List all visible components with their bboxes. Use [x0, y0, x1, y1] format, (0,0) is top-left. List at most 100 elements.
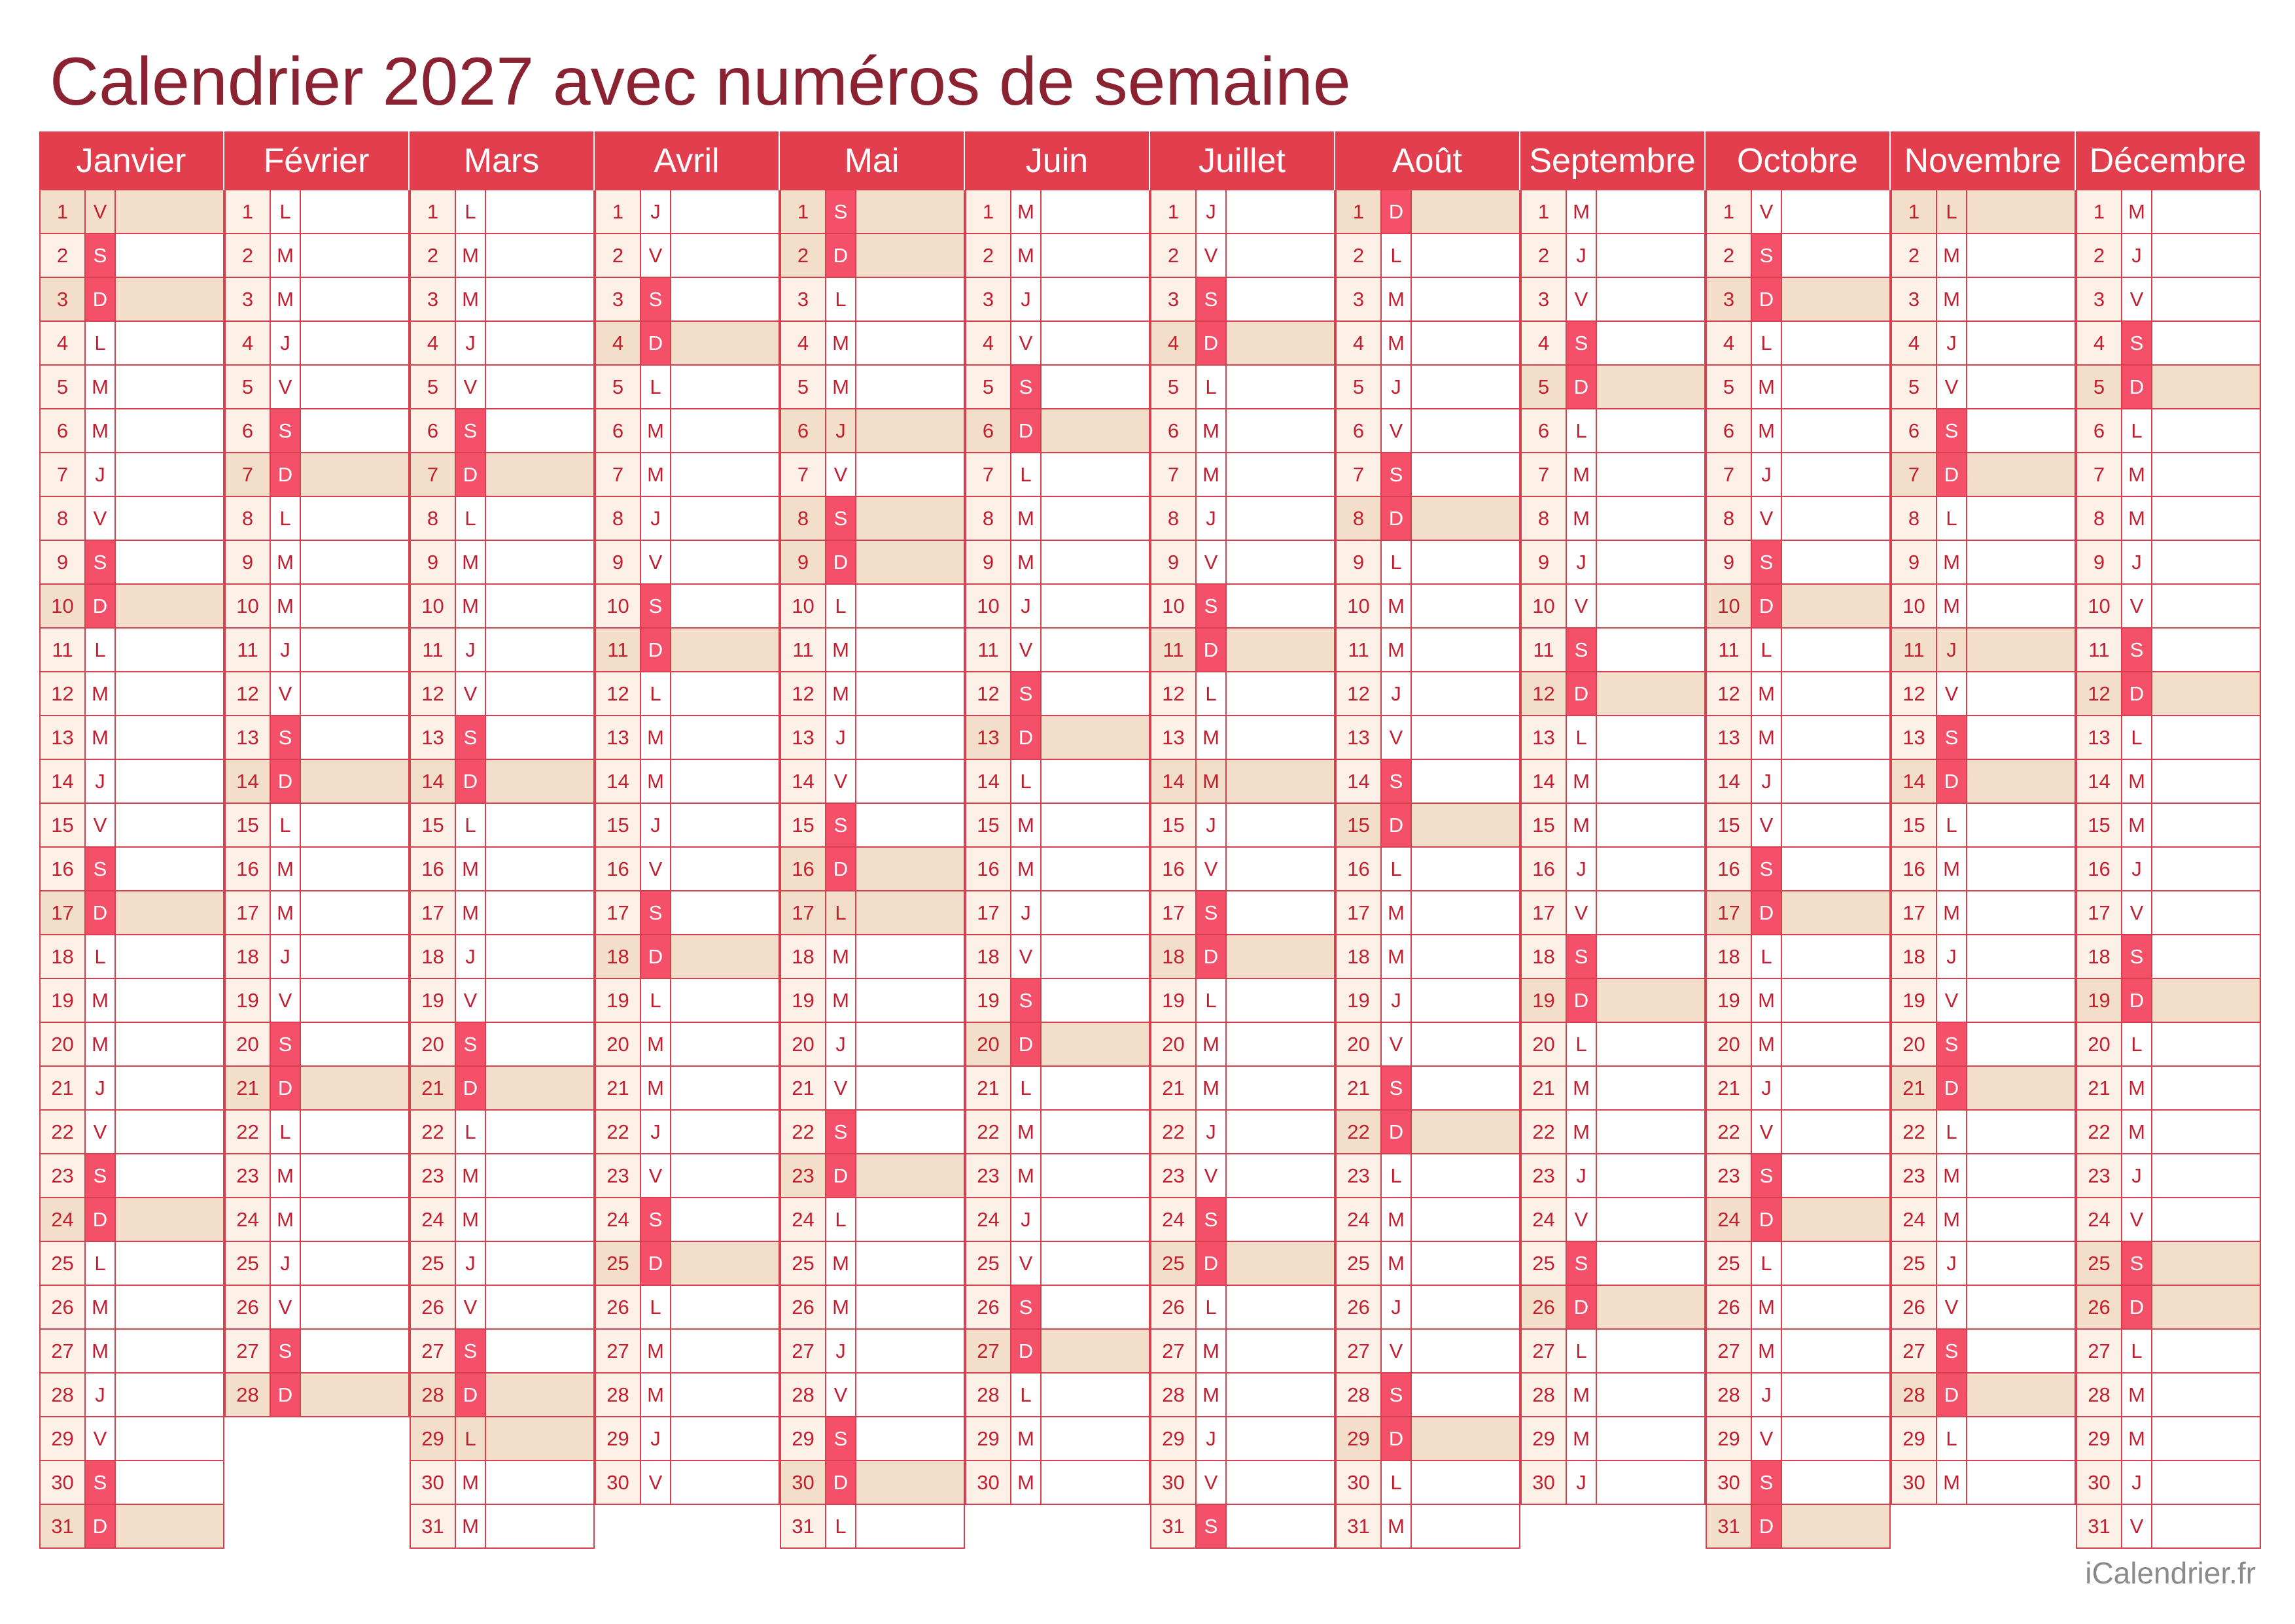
day-number: 9	[1707, 541, 1751, 583]
weekday-letter: D	[1566, 366, 1597, 408]
weekday-letter: D	[1380, 804, 1412, 846]
weekday-letter: L	[1195, 979, 1227, 1022]
day-number: 18	[1522, 935, 1566, 978]
month-header: Septembre	[1520, 131, 1706, 190]
weekday-letter: S	[1010, 1286, 1042, 1328]
day-number: 1	[1151, 190, 1195, 233]
day-number: 7	[1707, 453, 1751, 496]
weekday-letter: V	[640, 234, 671, 277]
weekday-letter: J	[640, 1417, 671, 1460]
day-row: 13 V	[1335, 716, 1520, 760]
day-number: 30	[1151, 1461, 1195, 1504]
month-column: Octobre 1 V 2 S 3 D 4 L 5 M 6 M 7 J 8 V 9 S 10 D 11 L 12 M 13 M 14 J…	[1706, 131, 1891, 1549]
weekday-letter: M	[1010, 234, 1042, 277]
weekday-letter: J	[1936, 1242, 1967, 1285]
day-row: 13 M	[39, 716, 224, 760]
day-row: 22 M	[2076, 1111, 2261, 1154]
day-row: 12 M	[1706, 672, 1891, 716]
day-row: 29 S	[780, 1417, 965, 1461]
weekday-letter: D	[1010, 1023, 1042, 1065]
day-number: 23	[226, 1154, 270, 1197]
day-row: 15 M	[1520, 804, 1706, 848]
day-number: 6	[1522, 409, 1566, 452]
day-number: 3	[596, 278, 640, 320]
weekday-letter: J	[84, 1373, 116, 1416]
day-number: 7	[1151, 453, 1195, 496]
day-number: 8	[1151, 497, 1195, 540]
day-number: 19	[596, 979, 640, 1022]
weekday-letter: V	[825, 760, 856, 803]
day-number: 14	[596, 760, 640, 803]
day-number: 3	[1892, 278, 1936, 320]
day-row: 24 D	[1706, 1198, 1891, 1242]
weekday-letter: J	[1566, 848, 1597, 890]
day-row: 30 D	[780, 1461, 965, 1505]
weekday-letter: M	[1380, 1505, 1412, 1547]
day-row: 21 J	[39, 1067, 224, 1111]
weekday-letter: M	[1566, 760, 1597, 803]
day-number: 2	[596, 234, 640, 277]
weekday-letter: V	[1195, 848, 1227, 890]
day-number: 11	[1522, 629, 1566, 671]
day-row: 23 S	[39, 1154, 224, 1198]
day-number: 23	[781, 1154, 825, 1197]
day-row: 12 D	[1520, 672, 1706, 716]
day-number: 15	[226, 804, 270, 846]
weekday-letter: L	[1936, 497, 1967, 540]
day-number: 10	[1151, 585, 1195, 627]
day-number: 2	[2077, 234, 2121, 277]
weekday-letter: L	[1195, 672, 1227, 715]
weekday-letter: L	[1380, 1461, 1412, 1504]
day-row: 18 D	[595, 935, 780, 979]
weekday-letter: L	[640, 979, 671, 1022]
day-row: 17 M	[1335, 891, 1520, 935]
day-row: 17 D	[1706, 891, 1891, 935]
day-number: 12	[966, 672, 1010, 715]
day-row: 15 V	[39, 804, 224, 848]
month-column: Novembre 1 L 2 M 3 M 4 J 5 V 6 S 7 D 8 L 9 M 10 M 11 J 12 V 13 S 14…	[1891, 131, 2076, 1546]
day-number: 3	[226, 278, 270, 320]
day-number: 14	[2077, 760, 2121, 803]
day-row: 23 L	[1335, 1154, 1520, 1198]
month-header: Août	[1335, 131, 1520, 190]
weekday-letter: M	[84, 366, 116, 408]
day-number: 15	[1337, 804, 1380, 846]
day-row: 23 S	[1706, 1154, 1891, 1198]
day-number: 20	[226, 1023, 270, 1065]
weekday-letter: M	[455, 1505, 486, 1547]
weekday-letter: J	[270, 935, 301, 978]
day-number: 4	[1522, 322, 1566, 364]
weekday-letter: M	[1936, 1154, 1967, 1197]
day-row: 29 J	[595, 1417, 780, 1461]
weekday-letter: M	[1380, 1242, 1412, 1285]
day-number: 13	[966, 716, 1010, 759]
weekday-letter: J	[2121, 1461, 2152, 1504]
day-row: 14 S	[1335, 760, 1520, 804]
day-number: 14	[781, 760, 825, 803]
weekday-letter: V	[1936, 672, 1967, 715]
day-row: 29 V	[39, 1417, 224, 1461]
day-number: 21	[2077, 1067, 2121, 1109]
day-row: 28 D	[224, 1373, 410, 1417]
weekday-letter: J	[1936, 322, 1967, 364]
day-number: 5	[1707, 366, 1751, 408]
day-row: 18 S	[2076, 935, 2261, 979]
weekday-letter: D	[1010, 716, 1042, 759]
weekday-letter: M	[640, 1330, 671, 1372]
weekday-letter: L	[1380, 541, 1412, 583]
day-row: 27 L	[2076, 1330, 2261, 1373]
weekday-letter: S	[1566, 1242, 1597, 1285]
weekday-letter: D	[1936, 760, 1967, 803]
